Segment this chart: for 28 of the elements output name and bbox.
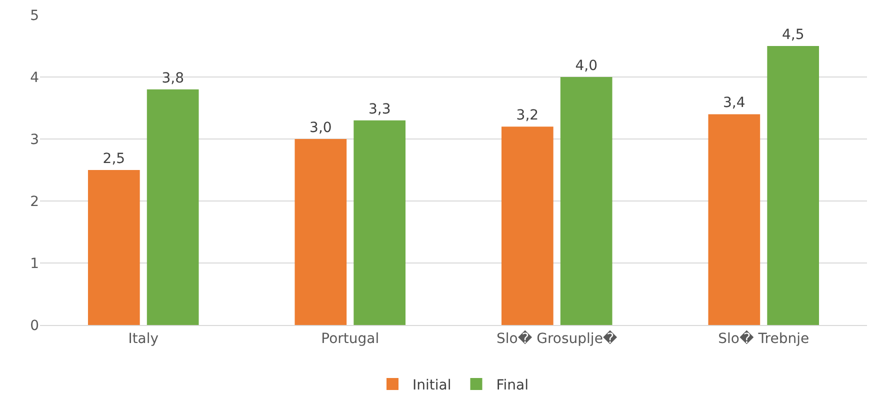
data-label: 4,5 bbox=[782, 27, 804, 43]
y-tick-label: 3 bbox=[30, 132, 39, 148]
x-tick-label: Portugal bbox=[321, 330, 380, 347]
y-tick-label: 4 bbox=[30, 70, 40, 86]
data-label: 4,0 bbox=[575, 58, 598, 74]
bar bbox=[560, 77, 612, 325]
y-tick-label: 5 bbox=[30, 8, 39, 24]
x-tick-label: Italy bbox=[128, 330, 159, 347]
data-label: 3,0 bbox=[310, 120, 332, 136]
data-label: 3,4 bbox=[722, 95, 746, 112]
y-tick-label: 0 bbox=[30, 318, 39, 334]
y-tick-label: 2 bbox=[30, 194, 39, 210]
bar bbox=[146, 89, 199, 325]
data-label: 3,3 bbox=[368, 101, 391, 118]
y-tick-label: 1 bbox=[30, 256, 39, 272]
data-label: 3,8 bbox=[162, 70, 184, 86]
bar bbox=[294, 139, 347, 325]
x-tick-label: Slo� Trebnje bbox=[718, 330, 810, 347]
bar bbox=[767, 46, 820, 325]
legend-label: Initial bbox=[412, 377, 452, 394]
data-label: 2,5 bbox=[102, 151, 126, 167]
x-tick-label: Slo� Grosuplje� bbox=[496, 330, 618, 347]
bar bbox=[708, 114, 760, 325]
data-label: 3,2 bbox=[516, 108, 539, 124]
bar bbox=[354, 120, 406, 325]
legend-label: Final bbox=[496, 377, 529, 394]
bar bbox=[88, 170, 140, 325]
bar bbox=[501, 126, 554, 325]
